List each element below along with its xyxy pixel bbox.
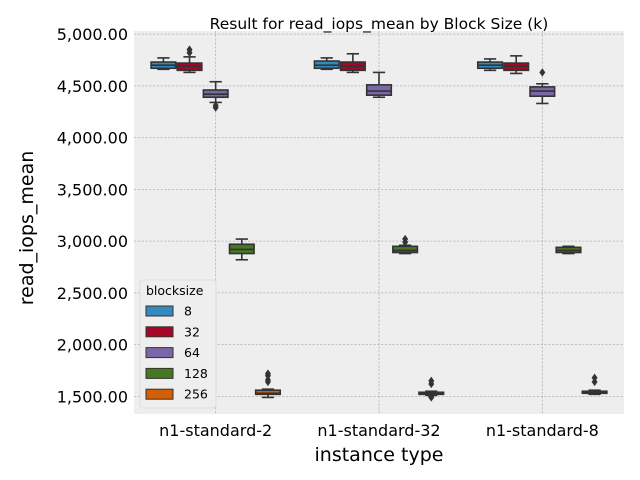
legend-item-256: 256 [145, 387, 208, 402]
x-tick-label: n1-standard-2 [159, 421, 272, 440]
y-axis: 1,500.00 2,000.00 2,500.00 3,000.00 3,500.00… [57, 25, 128, 406]
x-tick-label: n1-standard-8 [486, 421, 599, 440]
box-32-1 [176, 45, 203, 74]
outlier-point [402, 234, 409, 244]
legend-label: 8 [184, 304, 192, 319]
legend: blocksize 8 32 64 128 256 [139, 279, 217, 409]
outlier-point [591, 373, 598, 382]
box-128-1 [228, 238, 255, 261]
box-128-2 [392, 234, 419, 255]
y-tick-label: 3,500.00 [57, 180, 128, 199]
box-64-3 [529, 68, 556, 105]
y-tick-label: 2,500.00 [57, 284, 128, 303]
y-tick-label: 5,000.00 [57, 25, 128, 44]
x-axis: n1-standard-2 n1-standard-32 n1-standard-8 [159, 421, 599, 440]
outlier-point [539, 68, 546, 77]
y-tick-label: 4,000.00 [57, 129, 128, 148]
outlier-point [264, 369, 271, 378]
outlier-point [186, 45, 193, 54]
legend-title: blocksize [146, 283, 204, 298]
box-plots [150, 45, 608, 402]
chart-title: Result for read_iops_mean by Block Size … [210, 15, 549, 34]
x-axis-label: instance type [315, 444, 444, 466]
y-tick-label: 3,000.00 [57, 232, 128, 251]
legend-swatch [145, 305, 174, 317]
box-128-3 [555, 245, 582, 255]
y-tick-label: 1,500.00 [57, 387, 128, 406]
box-body [392, 245, 419, 254]
box-8-3 [476, 58, 504, 72]
legend-item-32: 32 [145, 324, 200, 339]
box-64-2 [365, 71, 393, 99]
box-8-2 [313, 57, 340, 71]
outlier-point [212, 101, 219, 110]
legend-swatch [145, 367, 174, 379]
box-256-1 [254, 369, 282, 399]
legend-item-8: 8 [145, 304, 192, 319]
box-256-2 [418, 376, 445, 402]
box-32-2 [339, 52, 366, 74]
legend-swatch [145, 347, 174, 359]
x-tick-label: n1-standard-32 [317, 421, 440, 440]
legend-label: 256 [184, 387, 208, 402]
box-64-1 [202, 80, 229, 112]
legend-item-128: 128 [145, 366, 208, 381]
box-body [254, 389, 282, 396]
legend-swatch [145, 388, 174, 400]
legend-label: 32 [184, 324, 200, 339]
y-axis-label: read_iops_mean [16, 151, 38, 306]
box-body [365, 84, 393, 96]
legend-label: 64 [184, 345, 200, 360]
box-256-3 [581, 373, 608, 396]
legend-label: 128 [184, 366, 208, 381]
legend-swatch [145, 326, 174, 338]
legend-item-64: 64 [145, 345, 200, 360]
y-tick-label: 2,000.00 [57, 336, 128, 355]
outlier-point [428, 392, 435, 401]
y-tick-label: 4,500.00 [57, 77, 128, 96]
box-32-3 [503, 55, 530, 75]
box-8-1 [150, 57, 177, 71]
outlier-point [428, 376, 435, 386]
